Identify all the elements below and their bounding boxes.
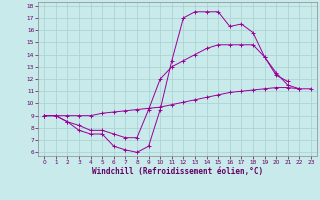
X-axis label: Windchill (Refroidissement éolien,°C): Windchill (Refroidissement éolien,°C) [92,167,263,176]
